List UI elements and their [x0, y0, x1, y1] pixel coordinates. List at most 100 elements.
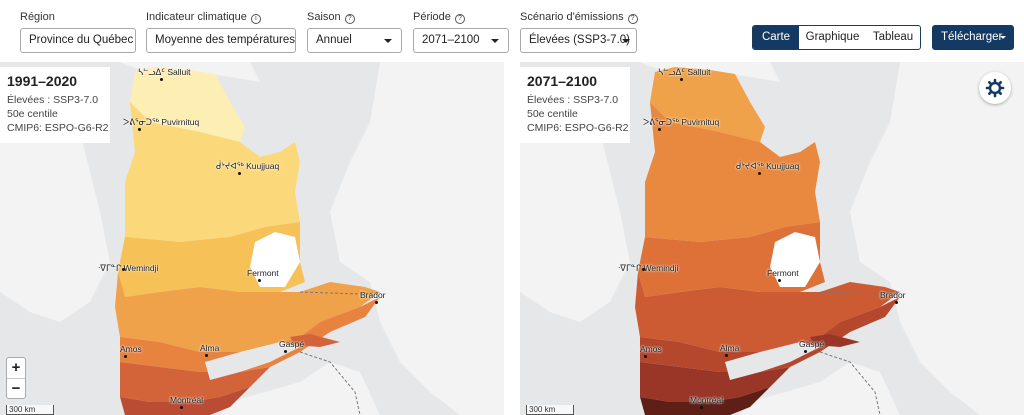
city-dot	[122, 268, 125, 271]
city-alma: Alma	[720, 343, 740, 353]
map-canvas	[0, 62, 504, 415]
st-lawrence-water	[205, 342, 300, 380]
land-labrador	[850, 62, 1024, 415]
city-dot	[778, 279, 781, 282]
scenario-filter: Scénario d'émissions? Élevées (SSP3-7.0)	[520, 10, 638, 53]
quebec-shape	[115, 67, 380, 415]
city-montreal: Montréal	[690, 395, 724, 405]
period-label: Période	[413, 11, 451, 23]
city-dot	[238, 172, 241, 175]
land-ontario	[0, 102, 110, 322]
map-scenario-text: Élevées : SSP3-7.0	[527, 94, 619, 106]
map-model-text: CMIP6: ESPO-G6-R2	[527, 122, 629, 134]
map-panel-baseline[interactable]: 1991–2020 Élevées : SSP3-7.0 50e centile…	[0, 62, 504, 415]
city-dot	[658, 128, 661, 131]
help-icon[interactable]: ?	[454, 14, 465, 24]
gaspe-zone	[810, 334, 860, 347]
city-salluit: ᓴᓪᓗᐃᑦ Salluit	[138, 67, 191, 77]
chevron-down-icon	[491, 39, 499, 43]
land-south	[220, 362, 380, 415]
filter-toolbar: Région Province du Québec Indicateur cli…	[0, 0, 1024, 62]
map-settings-button[interactable]	[979, 72, 1011, 104]
indicator-filter: Indicateur climatique i Moyenne des tempé…	[146, 10, 296, 53]
city-amos: Amos	[120, 344, 142, 354]
quebec-shape	[635, 67, 900, 415]
city-gaspe: Gaspé	[279, 339, 305, 349]
st-lawrence-water	[725, 342, 820, 380]
city-dot	[758, 172, 761, 175]
city-wemindji: ᐧᐁᒥᓐᒋ Wemindji	[618, 263, 679, 273]
city-dot	[180, 406, 183, 409]
map-percentile-text: 50e centile	[527, 108, 578, 120]
help-icon[interactable]: ?	[627, 14, 638, 24]
zone-6	[120, 387, 250, 415]
info-icon[interactable]: i	[250, 14, 261, 24]
download-button[interactable]: Télécharger	[932, 25, 1014, 50]
indicator-select[interactable]: Moyenne des températures	[146, 28, 296, 53]
city-dot	[895, 301, 898, 304]
period-select[interactable]: 2071–2100	[413, 28, 509, 53]
map-period-title: 2071–2100	[527, 73, 598, 89]
city-dot	[258, 279, 261, 282]
scenario-select[interactable]: Élevées (SSP3-7.0)	[520, 28, 637, 53]
map-canvas	[520, 62, 1024, 415]
labrador-enclave	[770, 232, 820, 287]
map-info-box: 1991–2020 Élevées : SSP3-7.0 50e centile…	[0, 67, 110, 143]
city-alma: Alma	[200, 343, 220, 353]
zoom-in-button[interactable]: +	[11, 359, 21, 376]
city-brador: Brador	[880, 290, 906, 300]
city-fermont: Fermont	[767, 268, 799, 278]
city-dot	[138, 128, 141, 131]
zone-3	[115, 272, 380, 352]
season-select[interactable]: Annuel	[307, 28, 402, 53]
scale-bar: 300 km	[6, 405, 54, 415]
tab-tableau[interactable]: Tableau	[872, 31, 914, 43]
season-filter: Saison? Annuel	[307, 10, 402, 53]
city-kuujjuaq: ᑰᔾᔪᐊᖅ Kuujjuaq	[736, 161, 800, 171]
city-dot	[804, 350, 807, 353]
region-filter: Région Province du Québec	[20, 10, 136, 53]
season-value: Annuel	[316, 34, 352, 46]
chevron-down-icon	[622, 39, 630, 43]
map-info-box: 2071–2100 Élevées : SSP3-7.0 50e centile…	[520, 67, 630, 143]
download-label: Télécharger	[941, 31, 1003, 43]
city-puvirnituq: ᐳᕕᕐᓂᑐᖅ Puvirnituq	[123, 117, 200, 127]
city-dot	[375, 301, 378, 304]
zone-6	[640, 387, 770, 415]
city-dot	[205, 354, 208, 357]
map-scenario-text: Élevées : SSP3-7.0	[7, 94, 99, 106]
city-fermont: Fermont	[247, 268, 279, 278]
tab-graphique[interactable]: Graphique	[805, 31, 860, 43]
scale-bar: 300 km	[526, 405, 574, 415]
map-model-text: CMIP6: ESPO-G6-R2	[7, 122, 109, 134]
region-label: Région	[20, 11, 55, 23]
city-dot	[700, 406, 703, 409]
zoom-control: + −	[6, 357, 26, 399]
city-kuujjuaq: ᑰᔾᔪᐊᖅ Kuujjuaq	[216, 161, 280, 171]
city-wemindji: ᐧᐁᒥᓐᒋ Wemindji	[98, 263, 159, 273]
zone-4	[120, 297, 380, 372]
land-labrador	[330, 62, 504, 415]
city-dot	[124, 355, 127, 358]
period-filter: Période? 2071–2100	[413, 10, 509, 53]
region-select[interactable]: Province du Québec	[20, 28, 136, 53]
zoom-out-button[interactable]: −	[7, 378, 25, 398]
gaspe-zone	[290, 334, 340, 347]
city-dot	[644, 355, 647, 358]
zone-4	[640, 297, 900, 372]
scenario-value: Élevées (SSP3-7.0)	[529, 34, 630, 46]
border-dashed	[299, 291, 381, 415]
city-amos: Amos	[640, 344, 662, 354]
zone-1	[645, 102, 820, 242]
city-dot	[725, 354, 728, 357]
zone-3	[635, 272, 900, 352]
city-dot	[642, 268, 645, 271]
city-montreal: Montréal	[170, 395, 204, 405]
help-icon[interactable]: ?	[344, 14, 355, 24]
city-puvirnituq: ᐳᕕᕐᓂᑐᖅ Puvirnituq	[643, 117, 720, 127]
tab-carte[interactable]: Carte	[753, 26, 799, 49]
scenario-label: Scénario d'émissions	[520, 11, 624, 23]
map-panel-future[interactable]: 2071–2100 Élevées : SSP3-7.0 50e centile…	[520, 62, 1024, 415]
gear-icon	[985, 78, 1005, 98]
period-value: 2071–2100	[422, 34, 480, 46]
